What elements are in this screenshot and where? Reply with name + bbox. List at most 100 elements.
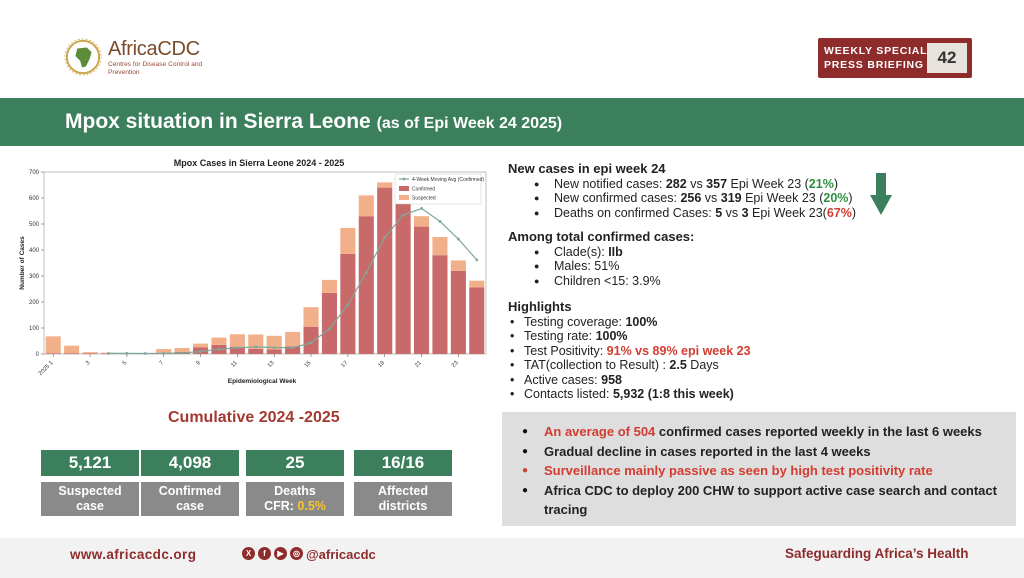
youtube-icon[interactable]: ▶ xyxy=(274,547,287,560)
stat-deaths-label-2: CFR: 0.5% xyxy=(246,499,344,514)
instagram-icon[interactable]: ◎ xyxy=(290,547,303,560)
list-item: Test Positivity: 91% vs 89% epi week 23 xyxy=(508,344,988,359)
list-item: Surveillance mainly passive as seen by h… xyxy=(522,461,1016,481)
mpox-cases-chart: Mpox Cases in Sierra Leone 2024 - 2025 N… xyxy=(19,158,487,385)
y-tick-label: 500 xyxy=(29,222,40,228)
bar-suspected xyxy=(469,280,485,288)
y-tick-label: 0 xyxy=(36,352,40,358)
footer-handle[interactable]: @africacdc xyxy=(306,547,376,562)
cumulative-title: Cumulative 2024 -2025 xyxy=(168,409,340,426)
page-title: Mpox situation in Sierra Leone (as of Ep… xyxy=(65,110,562,134)
moving-average-point xyxy=(309,341,313,345)
x-tick-label: 7 xyxy=(159,360,166,367)
moving-average-point xyxy=(180,351,184,355)
x-tick-label: 17 xyxy=(340,360,349,369)
legend-swatch-confirmed xyxy=(399,186,409,191)
list-item: Deaths on confirmed Cases: 5 vs 3 Epi We… xyxy=(534,206,988,221)
list-item: Children <15: 3.9% xyxy=(534,274,988,289)
x-icon[interactable]: X xyxy=(242,547,255,560)
moving-average-point xyxy=(125,352,129,355)
legend-swatch-suspected xyxy=(399,195,409,200)
moving-average-point xyxy=(235,346,239,350)
stat-confirmed: 4,098 Confirmed case xyxy=(141,450,239,516)
new-cases-list: New notified cases: 282 vs 357 Epi Week … xyxy=(534,177,988,221)
legend-label: Suspected xyxy=(412,196,436,202)
stat-suspected-label-2: case xyxy=(76,499,104,513)
legend-box xyxy=(394,173,482,205)
list-item: TAT(collection to Result) : 2.5 Days xyxy=(508,358,988,373)
y-tick-label: 200 xyxy=(29,300,40,306)
bar-confirmed xyxy=(469,287,485,354)
moving-average-point xyxy=(199,350,202,353)
list-item: Testing rate: 100% xyxy=(508,329,988,344)
bar-suspected xyxy=(450,260,466,271)
legend-label: Confirmed xyxy=(412,187,435,193)
y-tick-label: 400 xyxy=(29,248,40,254)
x-tick-label: 9 xyxy=(195,360,202,367)
bar-suspected xyxy=(358,195,374,217)
list-item: Active cases: 958 xyxy=(508,373,988,388)
x-tick-label: 15 xyxy=(304,360,313,369)
footer-url[interactable]: www.africacdc.org xyxy=(70,547,197,562)
stat-districts: 16/16 Affected districts xyxy=(354,450,452,516)
list-item: An average of 504 confirmed cases report… xyxy=(522,422,1016,442)
bar-suspected xyxy=(303,307,319,327)
stat-suspected-label: Suspected case xyxy=(41,482,139,516)
arrow-down-icon xyxy=(870,173,892,215)
page-title-suffix: (as of Epi Week 24 2025) xyxy=(376,115,563,132)
moving-average-point xyxy=(456,237,460,241)
x-tick-label: 5 xyxy=(122,360,129,367)
bar-suspected xyxy=(174,348,190,352)
bar-suspected xyxy=(248,334,264,349)
bar-suspected xyxy=(432,237,448,256)
stat-suspected: 5,121 Suspected case xyxy=(41,450,139,516)
bar-confirmed xyxy=(450,270,466,354)
list-item: New confirmed cases: 256 vs 319 Epi Week… xyxy=(534,191,988,206)
among-heading: Among total confirmed cases: xyxy=(508,229,695,244)
moving-average-point xyxy=(364,270,368,274)
x-tick-label: 3 xyxy=(85,360,92,367)
moving-average-point xyxy=(254,345,258,349)
new-cases-heading: New cases in epi week 24 xyxy=(508,161,666,176)
chart-title: Mpox Cases in Sierra Leone 2024 - 2025 xyxy=(174,158,345,168)
facebook-icon[interactable]: f xyxy=(258,547,271,560)
moving-average-point xyxy=(475,258,479,262)
moving-average-point xyxy=(420,207,423,210)
briefing-number: 42 xyxy=(927,43,967,73)
moving-average-point xyxy=(346,303,350,307)
stat-confirmed-label: Confirmed case xyxy=(141,482,239,516)
y-tick-label: 600 xyxy=(29,196,40,202)
x-tick-label: 23 xyxy=(451,360,460,369)
bar-suspected xyxy=(211,337,227,345)
bar-confirmed xyxy=(248,348,264,354)
chart-x-label: Epidemiological Week xyxy=(228,378,297,385)
bar-confirmed xyxy=(395,203,411,354)
moving-average-point xyxy=(383,236,387,239)
briefing-badge: WEEKLY SPECIAL PRESS BRIEFING 42 xyxy=(818,38,972,78)
bar-suspected xyxy=(377,182,393,188)
bar-suspected xyxy=(45,336,61,354)
highlights-list: Testing coverage: 100% Testing rate: 100… xyxy=(508,315,988,402)
bar-confirmed xyxy=(285,346,301,354)
bar-suspected xyxy=(321,279,338,293)
stat-deaths-value: 25 xyxy=(246,450,344,476)
list-item: Males: 51% xyxy=(534,259,988,274)
bar-confirmed xyxy=(64,353,80,354)
stat-cfr-value: 0.5% xyxy=(297,499,326,513)
page-title-main: Mpox situation in Sierra Leone xyxy=(65,110,371,133)
stat-confirmed-label-2: case xyxy=(176,499,204,513)
list-item: New notified cases: 282 vs 357 Epi Week … xyxy=(534,177,988,192)
list-item: Testing coverage: 100% xyxy=(508,315,988,330)
stat-districts-label-2: districts xyxy=(378,499,428,513)
brand-subtitle: Centres for Disease Control and Preventi… xyxy=(108,61,203,76)
moving-average-point xyxy=(438,220,442,223)
bar-suspected xyxy=(266,335,282,350)
africa-globe-icon xyxy=(64,38,102,76)
x-tick-label: 19 xyxy=(377,360,386,369)
x-tick-label: 21 xyxy=(414,360,423,369)
bar-confirmed xyxy=(229,346,245,354)
bar-suspected xyxy=(64,345,80,354)
moving-average-point xyxy=(143,352,147,355)
moving-average-point xyxy=(291,346,295,350)
bar-suspected xyxy=(82,352,98,354)
